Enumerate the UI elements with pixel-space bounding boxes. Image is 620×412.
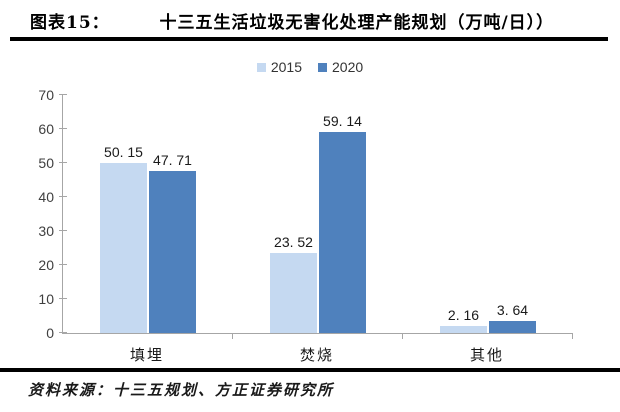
bar-2015 [440,325,487,333]
bar-group-3: 2. 16 3. 64 [403,95,573,333]
y-tick-label: 20 [38,257,54,273]
y-tick-label: 60 [38,121,54,137]
legend-item-2015: 2015 [256,59,302,75]
y-tick-label: 70 [38,87,54,103]
y-axis-tick-labels: 0 10 20 30 40 50 60 70 [0,87,54,341]
x-tick-mark [402,333,403,339]
y-tick-mark [59,94,67,95]
legend-label: 2020 [332,59,364,75]
bar-with-label: 59. 14 [319,113,366,333]
bar-value-label: 59. 14 [323,112,362,129]
bar-with-label: 47. 71 [149,152,196,333]
figure-title: 十三五生活垃圾无害化处理产能规划（万吨/日）） [159,13,555,33]
x-tick-mark [232,333,233,339]
y-tick-label: 40 [38,189,54,205]
bar-with-label: 50. 15 [100,143,147,333]
bar-group-2: 23. 52 59. 14 [233,95,403,333]
bar-2015 [270,253,317,333]
y-tick-mark [59,230,67,231]
y-tick-mark [59,298,67,299]
y-tick-mark [59,196,67,197]
y-tick-label: 10 [38,291,54,307]
y-tick-label: 30 [38,223,54,239]
plot-area: 50. 15 47. 71 23. 52 59. 14 2. 16 3. 64 [59,94,573,339]
legend-swatch-icon [318,62,327,72]
chart-legend: 2015 2020 [0,59,620,75]
bottom-rule-divider [0,368,620,372]
y-tick-label: 50 [38,155,54,171]
bar-value-label: 23. 52 [274,234,313,251]
bar-value-label: 2. 16 [447,306,480,323]
x-tick-mark [572,333,573,339]
legend-swatch-icon [256,62,266,72]
x-category-label: 填埋 [129,346,164,364]
x-category-label: 焚烧 [299,346,334,364]
x-category-label: 其他 [469,346,504,364]
bar-2020 [489,320,536,333]
bar-with-label: 23. 52 [270,234,317,333]
bar-2015 [100,162,147,333]
bar-value-label: 50. 15 [104,143,143,160]
figure-label: 图表15： [30,13,110,33]
bar-value-label: 47. 71 [153,151,192,168]
figure-header: 图表15： 十三五生活垃圾无害化处理产能规划（万吨/日）） [30,8,604,33]
bar-with-label: 3. 64 [489,302,536,333]
bar-value-label: 3. 64 [496,301,529,318]
top-rule-divider [10,37,608,41]
legend-item-2020: 2020 [318,59,363,75]
y-tick-mark [59,264,67,265]
y-tick-mark [59,128,67,129]
x-axis-category-labels: 填埋 焚烧 其他 [62,344,572,364]
source-note: 资料来源：十三五规划、方正证券研究所 [28,381,335,399]
bar-with-label: 2. 16 [440,307,487,333]
bar-2020 [149,170,196,333]
y-tick-mark [59,162,67,163]
bar-group-1: 50. 15 47. 71 [63,95,233,333]
legend-label: 2015 [270,59,302,75]
y-tick-mark [59,332,67,333]
y-tick-label: 0 [46,325,54,341]
bar-2020 [319,131,366,333]
